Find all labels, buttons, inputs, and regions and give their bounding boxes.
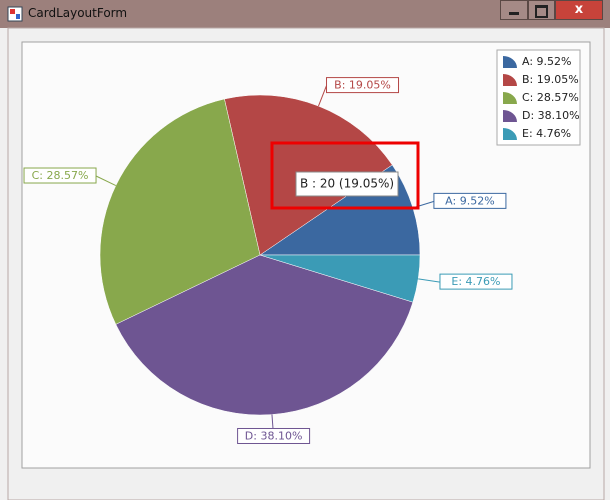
slice-label: C: 28.57%	[32, 169, 89, 182]
label-box	[433, 192, 507, 209]
legend-label: C: 28.57%	[522, 91, 579, 104]
label-leader	[318, 85, 327, 107]
slice-label: D: 38.10%	[245, 429, 303, 442]
label-box	[237, 427, 311, 444]
legend-swatch	[503, 56, 517, 68]
pie-slice	[99, 98, 261, 325]
label-leader	[418, 278, 441, 283]
legend-swatch	[503, 92, 517, 104]
legend-label: E: 4.76%	[522, 127, 571, 140]
slice-label: E: 4.76%	[451, 275, 500, 288]
label-box	[326, 77, 400, 94]
legend-label: B: 19.05%	[522, 73, 579, 86]
legend-swatch	[503, 74, 517, 86]
minimize-button[interactable]	[500, 0, 528, 20]
pie-slice	[259, 254, 421, 303]
legend-label: A: 9.52%	[522, 55, 571, 68]
tooltip-text: B : 20 (19.05%)	[300, 177, 394, 191]
legend-label: D: 38.10%	[522, 109, 580, 122]
window-title: CardLayoutForm	[28, 6, 128, 20]
app-icon	[7, 6, 23, 22]
title-bar: CardLayoutForm x	[0, 0, 610, 28]
label-box	[23, 167, 97, 184]
highlight-box	[270, 141, 420, 210]
maximize-button[interactable]	[528, 0, 555, 20]
legend-swatch	[503, 110, 517, 122]
slice-label: A: 9.52%	[445, 194, 494, 207]
label-box	[439, 273, 513, 290]
label-leader	[95, 175, 117, 187]
slice-label: B: 19.05%	[334, 79, 391, 92]
legend-swatch	[503, 128, 517, 140]
pie-slice	[115, 254, 414, 416]
close-button[interactable]: x	[555, 0, 603, 20]
tooltip-box	[295, 171, 399, 197]
